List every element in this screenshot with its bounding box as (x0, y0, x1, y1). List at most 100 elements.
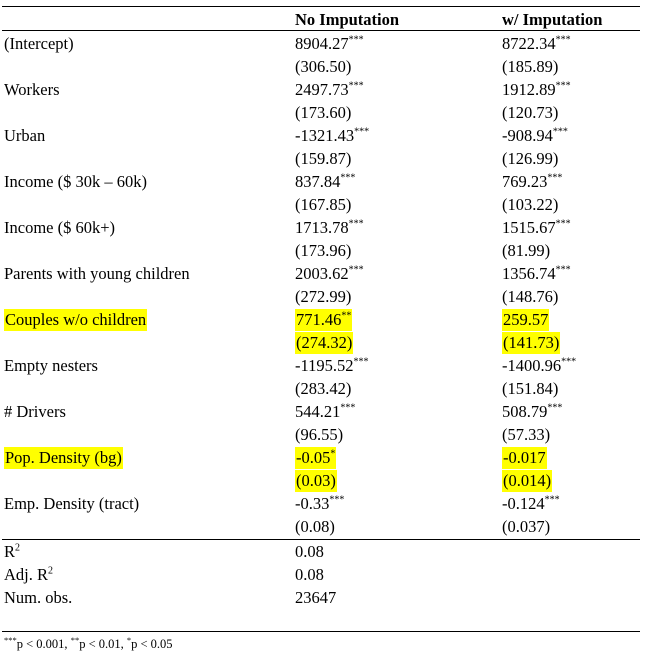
footnote-text: p < 0.05 (131, 637, 173, 651)
variable-label: # Drivers (4, 402, 66, 421)
coefficient-cell: 259.57 (502, 309, 550, 331)
standard-error-value: (120.73) (502, 103, 559, 122)
standard-error-value: (159.87) (295, 149, 352, 168)
standard-error-value: (306.50) (295, 57, 352, 76)
coefficient-value: 259.57 (503, 310, 549, 329)
standard-error-row: (283.42) (151.84) (2, 378, 640, 401)
coefficient-value: -1195.52 (295, 356, 354, 375)
stat-label: Adj. R2 (4, 564, 53, 586)
stat-row: Num. obs. 23647 (2, 587, 640, 610)
standard-error-row: (272.99) (148.76) (2, 286, 640, 309)
coefficient-row: Emp. Density (tract) -0.33*** -0.124*** (2, 493, 640, 516)
coefficient-cell: 1356.74*** (502, 263, 571, 285)
coefficient-value: 1515.67 (502, 218, 556, 237)
variable-label: Couples w/o children (4, 309, 148, 331)
coefficient-cell: -0.05* (295, 447, 337, 469)
coefficient-value: 8722.34 (502, 34, 556, 53)
coefficient-row: Parents with young children 2003.62*** 135… (2, 263, 640, 286)
footnote-stars: ** (70, 634, 80, 645)
variable-label: Workers (4, 80, 60, 99)
coefficient-cell: 837.84*** (295, 171, 355, 193)
coefficient-row: Income ($ 60k+) 1713.78 *** 1515.67*** (2, 217, 640, 240)
standard-error-value: (141.73) (502, 332, 561, 354)
standard-error-row: (173.60) (120.73) (2, 102, 640, 125)
coefficient-cell: 508.79*** (502, 401, 562, 423)
variable-label: Pop. Density (bg) (4, 447, 123, 469)
footnote-text: p < 0.01, (79, 637, 127, 651)
standard-error-value: (167.85) (295, 195, 352, 214)
footnote-text: p < 0.001, (16, 637, 71, 651)
standard-error-value: (57.33) (502, 425, 551, 444)
stat-label: Num. obs. (4, 587, 72, 609)
coefficient-row: Workers 2497.73*** 1912.89*** (2, 79, 640, 102)
coefficient-value: 2003.62 (295, 264, 349, 283)
coefficient-value: 1713.78 (295, 218, 349, 237)
coefficient-value: -908.94 (502, 126, 553, 145)
standard-error-row: (306.50) (185.89) (2, 56, 640, 79)
stat-row: R2 0.08 (2, 541, 640, 564)
coefficient-value: -0.124 (502, 494, 545, 513)
standard-error-value: (0.037) (502, 517, 551, 536)
coefficient-cell: -0.017 (502, 447, 547, 469)
standard-error-value: (126.99) (502, 149, 559, 168)
significance-stars: *** (354, 126, 370, 138)
coefficient-value: 1356.74 (502, 264, 556, 283)
significance-stars: *** (348, 80, 364, 92)
coefficient-row: Empty nesters -1195.52*** -1400.96*** (2, 355, 640, 378)
column-header-with-imputation: w/ Imputation (502, 10, 603, 29)
standard-error-value: (185.89) (502, 57, 559, 76)
coefficient-row: Urban -1321.43*** -908.94*** (2, 125, 640, 148)
variable-label: Emp. Density (tract) (4, 494, 140, 513)
standard-error-value: (0.03) (295, 470, 337, 492)
stat-label-text: Adj. R (4, 565, 49, 584)
coefficient-cell: 1515.67*** (502, 217, 571, 239)
significance-stars: *** (555, 264, 571, 276)
coefficient-cell: 1912.89*** (502, 79, 571, 101)
significance-stars: *** (340, 402, 356, 414)
significance-stars: *** (561, 356, 577, 368)
significance-stars: *** (348, 264, 364, 276)
significance-stars: *** (555, 218, 571, 230)
coefficient-cell: 771.46** (295, 309, 353, 331)
stat-row: Adj. R2 0.08 (2, 564, 640, 587)
standard-error-value: (0.08) (295, 517, 335, 536)
coefficient-cell: -1195.52*** (295, 355, 369, 377)
variable-label: Income ($ 60k+) (4, 218, 116, 237)
standard-error-value: (173.60) (295, 103, 352, 122)
standard-error-value: (283.42) (295, 379, 352, 398)
standard-error-value: (96.55) (295, 425, 344, 444)
significance-stars: *** (348, 34, 364, 46)
significance-stars: *** (555, 34, 571, 46)
variable-label: Urban (4, 126, 46, 145)
standard-error-row: (173.96) (81.99) (2, 240, 640, 263)
table-bottom-rule (2, 631, 640, 632)
coefficient-cell: -1321.43*** (295, 125, 369, 147)
standard-error-value: (272.99) (295, 287, 352, 306)
standard-error-value: (81.99) (502, 241, 551, 260)
standard-error-value: (148.76) (502, 287, 559, 306)
coefficient-cell: 544.21*** (295, 401, 355, 423)
coefficient-value: 8904.27 (295, 34, 349, 53)
standard-error-value: (151.84) (502, 379, 559, 398)
coefficient-value: -0.017 (503, 448, 546, 467)
table-top-rule (2, 6, 640, 7)
footnote-stars: * (126, 634, 132, 645)
coefficient-value: -1321.43 (295, 126, 355, 145)
standard-error-row: (159.87) (126.99) (2, 148, 640, 171)
significance-stars: *** (329, 494, 345, 506)
standard-error-value: (0.014) (502, 470, 553, 492)
coefficient-cell: -1400.96*** (502, 355, 576, 377)
coefficient-cell: 8904.27*** (295, 33, 364, 55)
significance-stars: *** (547, 402, 563, 414)
coefficient-value: 771.46 (296, 310, 342, 329)
coefficient-value: -0.05 (296, 448, 331, 467)
coefficient-value: 508.79 (502, 402, 548, 421)
significance-stars: *** (547, 172, 563, 184)
variable-label: Parents with young children (4, 264, 190, 283)
coefficient-value: 837.84 (295, 172, 341, 191)
coefficient-cell: -0.124*** (502, 493, 560, 515)
coefficient-row: Couples w/o children 771.46** 259.57 (2, 309, 640, 332)
significance-footnote: ***p < 0.001, **p < 0.01, *p < 0.05 (4, 636, 173, 652)
stat-value: 23647 (295, 588, 337, 607)
significance-stars: *** (552, 126, 568, 138)
